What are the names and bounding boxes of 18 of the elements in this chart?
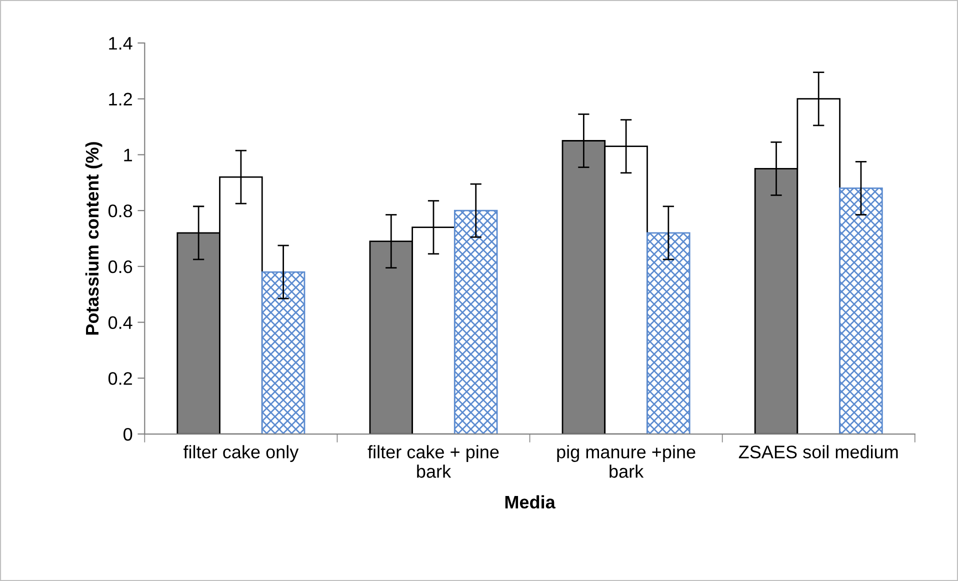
bar: [454, 210, 498, 434]
y-tick-label: 0.8: [108, 204, 132, 218]
bar: [646, 232, 690, 434]
y-tick-label: 1.2: [109, 92, 132, 106]
y-tick-label: 0.6: [108, 260, 132, 274]
y-tick-label: 1: [124, 148, 132, 162]
x-tick-label: pig manure +pine bark: [557, 445, 696, 478]
y-axis-title: Potassium content (%): [85, 142, 102, 335]
y-tick-label: 1.4: [109, 37, 132, 50]
bar: [261, 271, 306, 434]
bar: [839, 188, 883, 434]
x-tick-label: ZSAES soil medium: [738, 445, 898, 458]
y-tick-label: 0.4: [108, 316, 132, 330]
x-axis-title: Media: [505, 495, 556, 509]
y-tick-label: 0: [124, 428, 132, 441]
x-tick-label: filter cake + pine bark: [368, 445, 499, 478]
x-tick-label: filter cake only: [183, 445, 299, 462]
y-tick-label: 0.2: [108, 372, 132, 385]
